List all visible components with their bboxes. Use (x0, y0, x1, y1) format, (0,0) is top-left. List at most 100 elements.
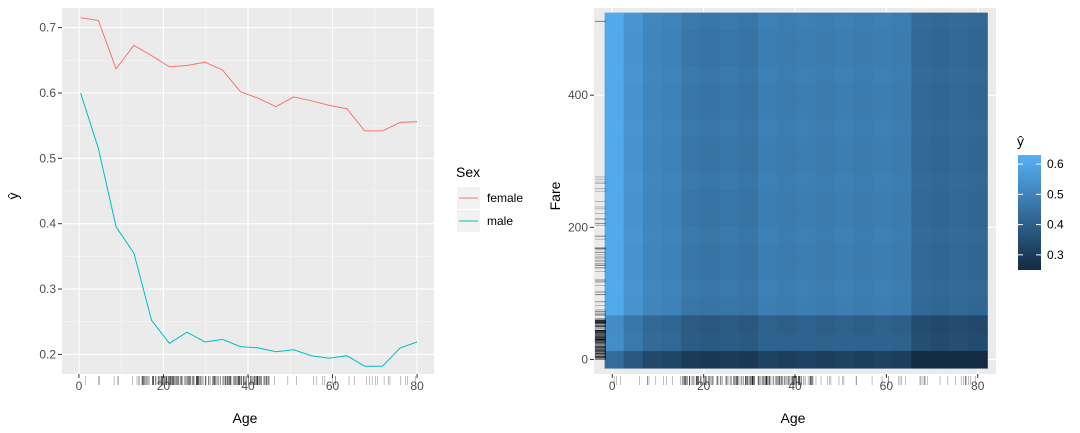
heatmap-cell (949, 154, 970, 173)
heatmap-cell (700, 297, 721, 316)
heatmap-cell (700, 279, 721, 298)
heatmap-cell (930, 350, 951, 369)
heatmap-cell (719, 100, 740, 120)
heatmap-cell (873, 47, 893, 66)
x-tick-label: 40 (788, 379, 802, 393)
heatmap-cell (777, 47, 797, 66)
heatmap-cell (642, 136, 663, 155)
heatmap-cell (949, 136, 970, 155)
heatmap-cell (662, 350, 682, 369)
heatmap-cell (853, 297, 874, 316)
heatmap-cell (604, 100, 625, 120)
heatmap-cell (604, 279, 625, 298)
heatmap-cell (738, 100, 759, 120)
heatmap-cell (949, 12, 970, 31)
heatmap-cell (681, 12, 701, 31)
heatmap-cell (642, 47, 663, 66)
left-y-tick-labels: 0.2 0.3 0.4 0.5 0.6 0.7 (39, 21, 62, 361)
heatmap-cell (949, 261, 970, 280)
heatmap-cell (757, 243, 778, 262)
heatmap-cell (623, 82, 644, 102)
heatmap-cell (757, 279, 778, 298)
heatmap-cell (700, 190, 721, 209)
heatmap-cell (604, 47, 625, 66)
heatmap-cell (853, 12, 874, 31)
heatmap-cell (623, 297, 644, 316)
heatmap-cell (642, 225, 663, 245)
heatmap-cell (796, 190, 817, 209)
heatmap-cell (681, 243, 701, 262)
heatmap-cell (853, 47, 874, 66)
heatmap-cell (662, 100, 682, 120)
heatmap-cell (623, 136, 644, 155)
heatmap-cell (662, 118, 682, 137)
heatmap-cell (757, 261, 778, 280)
heatmap-cell (834, 47, 855, 66)
heatmap-cell (700, 207, 721, 227)
heatmap-cell (623, 261, 644, 280)
heatmap-cell (968, 332, 988, 352)
heatmap-cell (738, 297, 759, 316)
colorbar-tick-label: 0.4 (1047, 218, 1064, 232)
heatmap-cell (892, 136, 912, 155)
heatmap-cell (757, 118, 778, 137)
heatmap-cell (700, 332, 721, 352)
heatmap-cell (623, 350, 644, 369)
y-tick-label: 400 (568, 88, 588, 102)
heatmap-cell (815, 118, 836, 137)
heatmap-cell (815, 172, 836, 191)
heatmap-cell (623, 314, 644, 334)
heatmap-cell (757, 65, 778, 84)
heatmap-cell (873, 29, 893, 48)
heatmap-cell (873, 12, 893, 31)
heatmap-cell (853, 314, 874, 334)
heatmap-cell (777, 12, 797, 31)
heatmap-cell (949, 47, 970, 66)
heatmap-cell (738, 82, 759, 102)
right-legend-title: ŷ (1017, 133, 1024, 149)
heatmap-cell (834, 29, 855, 48)
heatmap-cell (873, 332, 893, 352)
heatmap-cell (777, 118, 797, 137)
heatmap-cell (796, 47, 817, 66)
heatmap-cell (796, 154, 817, 173)
heatmap-cell (719, 65, 740, 84)
heatmap-cell (949, 82, 970, 102)
heatmap-cell (968, 118, 988, 137)
heatmap-cell (719, 279, 740, 298)
y-tick-label: 200 (568, 220, 588, 234)
heatmap-cell (892, 207, 912, 227)
heatmap-cell (777, 136, 797, 155)
heatmap-cell (796, 350, 817, 369)
heatmap-cell (700, 261, 721, 280)
heatmap-cell (892, 82, 912, 102)
heatmap-cell (834, 100, 855, 120)
heatmap-cell (642, 332, 663, 352)
heatmap-cell (853, 350, 874, 369)
heatmap-cell (796, 332, 817, 352)
heatmap-cell (968, 82, 988, 102)
heatmap-cell (719, 332, 740, 352)
heatmap-cell (873, 100, 893, 120)
heatmap-cell (777, 154, 797, 173)
heatmap-cell (738, 190, 759, 209)
heatmap-cell (873, 172, 893, 191)
heatmap-cell (815, 82, 836, 102)
heatmap-cell (892, 279, 912, 298)
heatmap-cell (873, 118, 893, 137)
heatmap-cell (911, 190, 932, 209)
heatmap-cell (623, 47, 644, 66)
heatmap-cell (968, 100, 988, 120)
heatmap-cell (777, 225, 797, 245)
heatmap-cell (681, 207, 701, 227)
heatmap-cell (796, 100, 817, 120)
heatmap-cell (757, 47, 778, 66)
heatmap-cell (815, 100, 836, 120)
heatmap-cell (738, 279, 759, 298)
heatmap-cell (853, 118, 874, 137)
heatmap-cell (757, 332, 778, 352)
heatmap-cell (892, 100, 912, 120)
heatmap-cell (949, 65, 970, 84)
heatmap-cell (930, 279, 951, 298)
heatmap-cell (911, 279, 932, 298)
